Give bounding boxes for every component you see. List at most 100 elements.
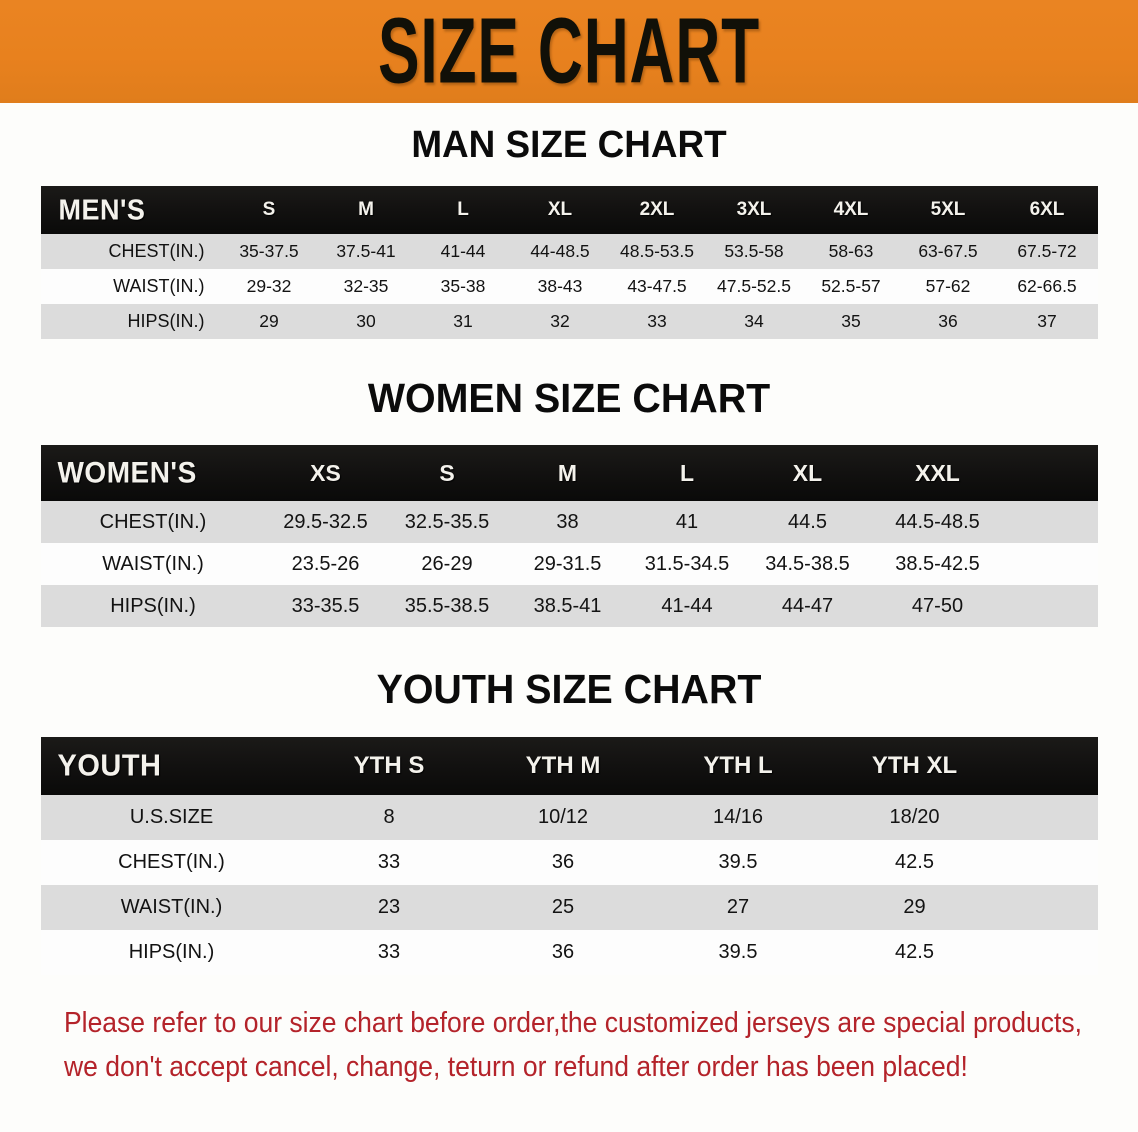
women-col-header-l: L bbox=[679, 459, 695, 486]
youth-ussize-l: 14/16 bbox=[650, 795, 826, 840]
youth-chest-xl: 42.5 bbox=[825, 840, 1004, 885]
man-col-header-5xl: 5XL bbox=[930, 199, 966, 220]
man-size-table-wrapper: MEN'S S M L XL 2XL 3XL 4XL 5XL 6XL CHEST… bbox=[0, 186, 1138, 339]
man-chest-m: 37.5-41 bbox=[317, 234, 415, 269]
man-chest-4xl: 58-63 bbox=[802, 234, 900, 269]
man-chest-xl: 44-48.5 bbox=[511, 234, 609, 269]
table-row: CHEST(IN.) 29.5-32.5 32.5-35.5 38 41 44.… bbox=[40, 501, 1098, 543]
women-chest-s: 32.5-35.5 bbox=[385, 501, 509, 543]
women-hips-l: 41-44 bbox=[626, 585, 748, 627]
man-chest-5xl: 63-67.5 bbox=[899, 234, 997, 269]
youth-header-label: YOUTH bbox=[57, 748, 162, 783]
women-table-header-row: WOMEN'S XS S M L XL XXL bbox=[40, 445, 1098, 501]
women-size-table-wrapper: WOMEN'S XS S M L XL XXL CHEST(IN.) 29.5-… bbox=[0, 445, 1138, 627]
man-waist-l: 35-38 bbox=[414, 269, 512, 304]
women-col-header-m: M bbox=[557, 459, 578, 486]
women-waist-xxl: 38.5-42.5 bbox=[867, 543, 1008, 585]
man-col-header-4xl: 4XL bbox=[833, 199, 869, 220]
man-waist-xl: 38-43 bbox=[511, 269, 609, 304]
women-chest-xl: 44.5 bbox=[747, 501, 868, 543]
women-waist-xs: 23.5-26 bbox=[265, 543, 386, 585]
table-row: WAIST(IN.) 29-32 32-35 35-38 38-43 43-47… bbox=[40, 269, 1098, 304]
youth-chest-spacer bbox=[1003, 840, 1098, 885]
women-waist-l: 31.5-34.5 bbox=[626, 543, 748, 585]
man-waist-6xl: 62-66.5 bbox=[996, 269, 1098, 304]
man-header-label: MEN'S bbox=[58, 193, 146, 226]
man-waist-5xl: 57-62 bbox=[899, 269, 997, 304]
table-row: CHEST(IN.) 35-37.5 37.5-41 41-44 44-48.5… bbox=[40, 234, 1098, 269]
youth-waist-s: 23 bbox=[302, 885, 476, 930]
women-row-label-waist: WAIST(IN.) bbox=[40, 543, 266, 585]
man-waist-3xl: 47.5-52.5 bbox=[705, 269, 803, 304]
youth-ussize-s: 8 bbox=[302, 795, 476, 840]
table-row: WAIST(IN.) 23.5-26 26-29 29-31.5 31.5-34… bbox=[40, 543, 1098, 585]
women-col-header-xl: XL bbox=[792, 459, 823, 486]
youth-hips-l: 39.5 bbox=[650, 930, 826, 975]
youth-table-header-row: YOUTH YTH S YTH M YTH L YTH XL bbox=[40, 737, 1098, 795]
women-waist-s: 26-29 bbox=[385, 543, 509, 585]
table-row: CHEST(IN.) 33 36 39.5 42.5 bbox=[40, 840, 1098, 885]
youth-col-header-xl: YTH XL bbox=[871, 752, 958, 779]
youth-hips-m: 36 bbox=[475, 930, 651, 975]
man-col-header-s: S bbox=[262, 199, 276, 220]
man-chest-3xl: 53.5-58 bbox=[705, 234, 803, 269]
man-hips-s: 29 bbox=[220, 304, 318, 339]
man-chest-6xl: 67.5-72 bbox=[996, 234, 1098, 269]
man-waist-m: 32-35 bbox=[317, 269, 415, 304]
man-col-header-xl: XL bbox=[547, 199, 573, 220]
man-waist-4xl: 52.5-57 bbox=[802, 269, 900, 304]
women-col-header-xs: XS bbox=[310, 459, 341, 486]
women-waist-m: 29-31.5 bbox=[508, 543, 627, 585]
man-chest-s: 35-37.5 bbox=[220, 234, 318, 269]
youth-size-table: YOUTH YTH S YTH M YTH L YTH XL U.S.SIZE … bbox=[40, 737, 1098, 975]
man-hips-l: 31 bbox=[414, 304, 512, 339]
man-row-label-hips: HIPS(IN.) bbox=[40, 304, 221, 339]
youth-waist-xl: 29 bbox=[825, 885, 1004, 930]
women-chest-xs: 29.5-32.5 bbox=[265, 501, 386, 543]
man-hips-4xl: 35 bbox=[802, 304, 900, 339]
man-section-heading: MAN SIZE CHART bbox=[411, 124, 727, 166]
disclaimer-line-2: we don't accept cancel, change, teturn o… bbox=[64, 1051, 968, 1083]
man-col-header-l: L bbox=[457, 199, 469, 220]
women-hips-m: 38.5-41 bbox=[508, 585, 627, 627]
man-waist-2xl: 43-47.5 bbox=[608, 269, 706, 304]
man-chest-l: 41-44 bbox=[414, 234, 512, 269]
youth-col-header-l: YTH L bbox=[703, 752, 773, 779]
table-row: HIPS(IN.) 33 36 39.5 42.5 bbox=[40, 930, 1098, 975]
women-row-label-hips: HIPS(IN.) bbox=[40, 585, 266, 627]
man-row-label-chest: CHEST(IN.) bbox=[40, 234, 221, 269]
youth-chest-m: 36 bbox=[475, 840, 651, 885]
youth-chest-l: 39.5 bbox=[650, 840, 826, 885]
youth-col-header-m: YTH M bbox=[525, 752, 601, 779]
man-col-header-2xl: 2XL bbox=[639, 199, 675, 220]
youth-ussize-spacer bbox=[1003, 795, 1098, 840]
women-hips-xs: 33-35.5 bbox=[265, 585, 386, 627]
youth-section-heading: YOUTH SIZE CHART bbox=[376, 666, 762, 712]
man-table-header-row: MEN'S S M L XL 2XL 3XL 4XL 5XL 6XL bbox=[40, 186, 1098, 234]
women-chest-xxl: 44.5-48.5 bbox=[867, 501, 1008, 543]
women-hips-s: 35.5-38.5 bbox=[385, 585, 509, 627]
women-row-label-chest: CHEST(IN.) bbox=[40, 501, 266, 543]
table-row: U.S.SIZE 8 10/12 14/16 18/20 bbox=[40, 795, 1098, 840]
man-hips-2xl: 33 bbox=[608, 304, 706, 339]
women-col-header-xxl: XXL bbox=[915, 459, 960, 486]
women-hips-xl: 44-47 bbox=[747, 585, 868, 627]
women-chest-m: 38 bbox=[508, 501, 627, 543]
youth-chest-s: 33 bbox=[302, 840, 476, 885]
youth-row-label-chest: CHEST(IN.) bbox=[40, 840, 303, 885]
man-waist-s: 29-32 bbox=[220, 269, 318, 304]
man-hips-6xl: 37 bbox=[996, 304, 1098, 339]
youth-row-label-waist: WAIST(IN.) bbox=[40, 885, 303, 930]
youth-hips-xl: 42.5 bbox=[825, 930, 1004, 975]
disclaimer-line-1: Please refer to our size chart before or… bbox=[64, 1007, 1083, 1039]
page-title: SIZE CHART bbox=[377, 0, 761, 103]
youth-size-table-wrapper: YOUTH YTH S YTH M YTH L YTH XL U.S.SIZE … bbox=[0, 737, 1138, 975]
page-banner: SIZE CHART bbox=[0, 0, 1138, 103]
table-row: WAIST(IN.) 23 25 27 29 bbox=[40, 885, 1098, 930]
youth-hips-s: 33 bbox=[302, 930, 476, 975]
man-hips-xl: 32 bbox=[511, 304, 609, 339]
man-hips-3xl: 34 bbox=[705, 304, 803, 339]
man-col-header-m: M bbox=[358, 199, 374, 220]
man-size-table: MEN'S S M L XL 2XL 3XL 4XL 5XL 6XL CHEST… bbox=[40, 186, 1098, 339]
youth-waist-m: 25 bbox=[475, 885, 651, 930]
